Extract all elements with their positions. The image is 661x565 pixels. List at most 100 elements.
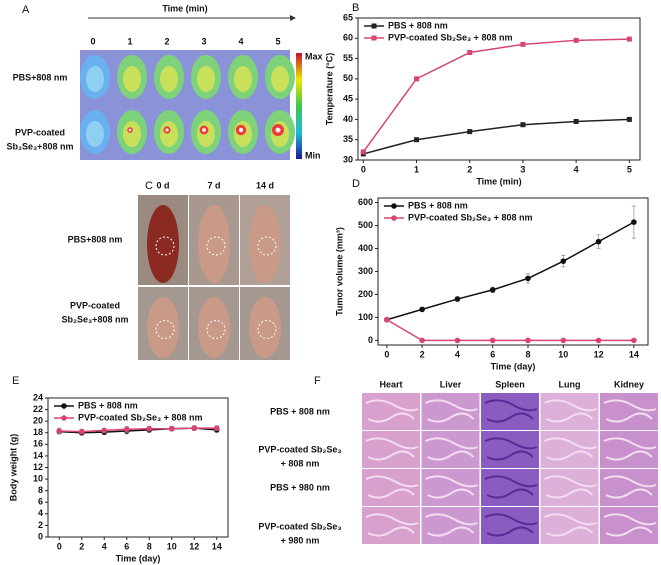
y-tick-label: 12: [33, 462, 43, 472]
y-tick-label: 0: [368, 335, 373, 345]
legend-marker: [391, 203, 397, 209]
tissue-texture: [425, 437, 478, 461]
marker: [78, 428, 85, 435]
mouse-core: [86, 66, 104, 92]
legend-marker: [371, 23, 377, 29]
tissue: [421, 507, 480, 544]
marker: [520, 41, 526, 47]
hot-core: [275, 127, 281, 133]
marker: [489, 287, 496, 293]
column-label: 14 d: [256, 180, 274, 190]
tissue-texture: [603, 437, 657, 461]
y-title: Tumor volume (mm³): [334, 227, 344, 316]
y-tick-label: 6: [38, 497, 43, 507]
tissue: [421, 431, 480, 468]
y-tick-label: 35: [343, 134, 353, 144]
y-tick-label: 0: [38, 531, 43, 541]
legend-label: PBS + 808 nm: [408, 200, 468, 210]
tissue-texture: [484, 399, 538, 423]
tissue: [362, 507, 420, 544]
x-title: Time (min): [476, 176, 521, 186]
tissue-texture: [603, 513, 657, 537]
y-title: Body weight (g): [8, 434, 18, 502]
plot-frame: [357, 17, 641, 161]
marker: [384, 316, 390, 323]
marker: [467, 49, 473, 55]
x-tick-label: 3: [520, 164, 525, 174]
tissue: [421, 393, 480, 430]
x-tick-label: 4: [455, 349, 460, 359]
marker: [419, 337, 425, 344]
marker: [560, 258, 567, 264]
marker: [573, 118, 579, 124]
row-label: Sb₂Se₃+808 nm: [7, 141, 74, 151]
marker: [631, 337, 637, 344]
y-tick-label: 18: [33, 427, 43, 437]
tissue: [540, 507, 599, 544]
x-tick-label: 0: [57, 541, 62, 551]
marker: [414, 137, 420, 143]
time-label: 3: [201, 36, 206, 46]
row-label: PVP-coated: [15, 127, 65, 137]
legend-marker: [61, 415, 67, 421]
row-label: PBS+808 nm: [13, 72, 68, 82]
row-label: PVP-coated Sb₂Se₃: [258, 444, 341, 454]
marker: [191, 425, 198, 431]
y-tick-label: 22: [33, 404, 43, 414]
mouse-core: [197, 66, 215, 92]
tissue: [362, 431, 420, 468]
tissue: [540, 393, 599, 430]
panel-label: C: [145, 180, 153, 192]
x-tick-label: 4: [102, 541, 107, 551]
mouse: [249, 297, 281, 358]
legend-marker: [391, 215, 397, 221]
mouse: [249, 205, 281, 283]
panel-label: F: [314, 375, 321, 387]
column-label: Spleen: [495, 379, 525, 389]
marker: [123, 426, 130, 433]
x-tick-label: 12: [189, 541, 199, 551]
marker: [146, 425, 153, 432]
y-title: Temperature (°C): [324, 53, 334, 125]
marker: [525, 337, 531, 344]
mouse: [147, 297, 179, 358]
tissue: [421, 469, 480, 506]
y-tick-label: 20: [33, 416, 43, 426]
x-tick-label: 6: [490, 349, 495, 359]
mouse-core: [123, 121, 141, 147]
y-tick-label: 100: [358, 312, 373, 322]
x-tick-label: 8: [525, 349, 530, 359]
arrow-head: [290, 15, 296, 21]
tissue: [600, 507, 658, 544]
x-title: Time (day): [116, 553, 161, 563]
tumor-ring: [257, 236, 277, 256]
marker: [595, 337, 602, 344]
mouse-core: [234, 66, 252, 92]
x-tick-label: 14: [212, 541, 222, 551]
x-tick-label: 0: [361, 164, 366, 174]
marker: [626, 36, 632, 42]
thermal-bg: [80, 50, 290, 160]
tissue-texture: [365, 475, 419, 499]
x-tick-label: 14: [629, 349, 639, 359]
marker: [467, 129, 473, 135]
x-tick-label: 2: [79, 541, 84, 551]
x-tick-label: 5: [627, 164, 632, 174]
scale-min: Min: [305, 150, 321, 160]
tissue-texture: [484, 475, 538, 499]
tissue: [362, 469, 420, 506]
x-tick-label: 8: [147, 541, 152, 551]
marker: [414, 76, 420, 82]
legend-label: PVP-coated Sb₂Se₃ + 808 nm: [388, 32, 512, 42]
tissue-texture: [603, 475, 657, 499]
marker: [631, 219, 637, 225]
row-label: PBS + 980 nm: [270, 482, 330, 492]
panel-label: E: [12, 375, 19, 387]
tissue-texture: [544, 437, 597, 461]
series-line: [363, 118, 630, 155]
x-tick-label: 10: [558, 349, 568, 359]
time-label: 5: [275, 36, 280, 46]
tissue-texture: [365, 513, 419, 537]
mouse-core: [123, 66, 141, 92]
tumor-ring: [206, 236, 226, 256]
